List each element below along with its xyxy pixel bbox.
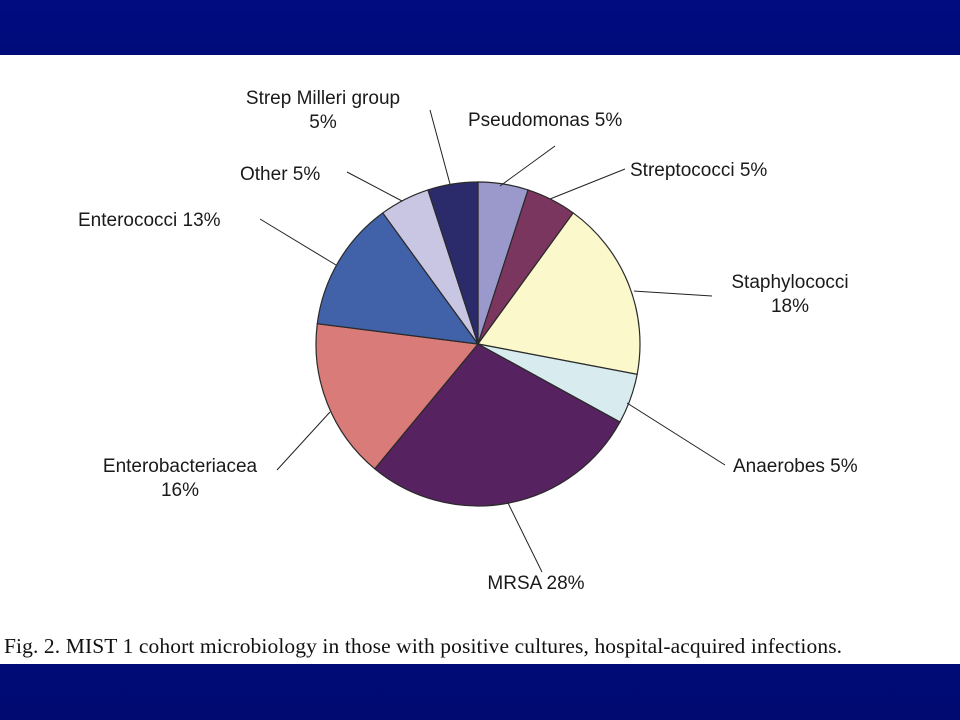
leader-line-pseudomonas	[499, 145, 556, 187]
leader-line-other	[346, 171, 403, 202]
slice-label-line: MRSA 28%	[487, 573, 584, 594]
leader-line-staphylococci	[633, 290, 713, 297]
slice-label-line: Streptococci 5%	[630, 160, 767, 181]
leader-line-enterobacteriacea	[276, 411, 331, 471]
leader-line-streptococci	[549, 168, 626, 200]
pie-slice-strep-milleri-group	[427, 181, 479, 345]
leader-lines	[259, 109, 726, 573]
slice-label-anaerobes: Anaerobes 5%	[733, 456, 858, 477]
slice-label-other: Other 5%	[240, 164, 320, 185]
leader-line-anaerobes	[626, 402, 726, 466]
slice-label-streptococci: Streptococci 5%	[630, 160, 767, 181]
slice-label-line: 5%	[309, 112, 337, 133]
slice-label-mrsa: MRSA 28%	[487, 573, 584, 594]
slice-label-line: Strep Milleri group	[246, 88, 400, 109]
slice-label-line: Other 5%	[240, 164, 320, 185]
header-band	[0, 0, 960, 55]
slice-label-strep-milleri-group: Strep Milleri group 5%	[246, 88, 400, 133]
leader-line-enterococci	[259, 218, 337, 266]
slice-label-pseudomonas: Pseudomonas 5%	[468, 110, 622, 131]
slice-labels: Pseudomonas 5% Streptococci 5% Staphylococ…	[78, 88, 858, 594]
slice-label-staphylococci: Staphylococci 18%	[731, 272, 848, 317]
slice-label-line: Enterococci 13%	[78, 210, 221, 231]
pie-slice-enterobacteriacea	[315, 323, 480, 470]
slice-label-enterobacteriacea: Enterobacteriacea 16%	[103, 456, 258, 501]
slice-label-line: Staphylococci	[731, 272, 848, 293]
leader-line-mrsa	[507, 502, 543, 573]
slices-layer	[315, 181, 641, 507]
slice-label-line: Anaerobes 5%	[733, 456, 858, 477]
footer-band	[0, 664, 960, 720]
figure-caption: Fig. 2. MIST 1 cohort microbiology in th…	[4, 634, 843, 658]
pie-slice-staphylococci	[476, 212, 641, 376]
slice-label-enterococci: Enterococci 13%	[78, 210, 221, 231]
pie-slice-enterococci	[316, 212, 480, 345]
leader-line-strep-milleri-group	[429, 109, 451, 185]
slice-label-line: 16%	[161, 480, 199, 501]
slice-label-line: 18%	[771, 296, 809, 317]
slice-label-line: Enterobacteriacea	[103, 456, 258, 477]
slice-label-line: Pseudomonas 5%	[468, 110, 622, 131]
